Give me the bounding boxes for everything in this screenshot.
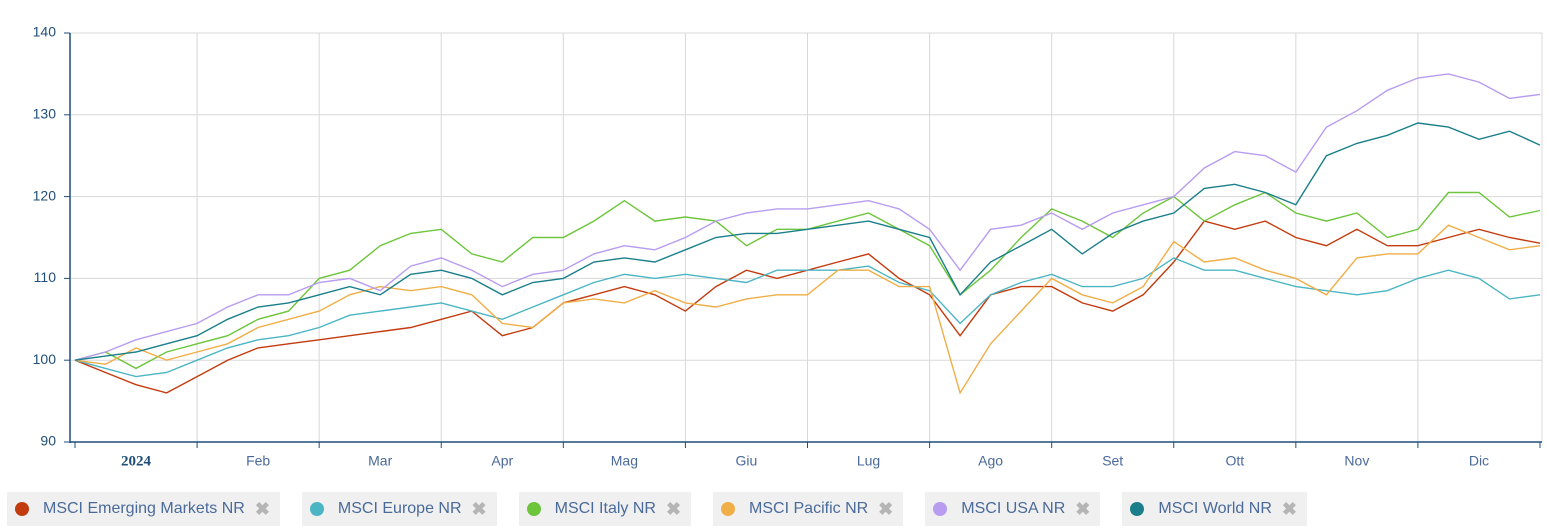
x-tick-label: Giu bbox=[736, 453, 758, 469]
legend-marker bbox=[1130, 502, 1145, 516]
legend-label: MSCI Europe NR bbox=[337, 500, 462, 517]
x-tick-label: Feb bbox=[246, 453, 270, 469]
chart: 90 100 110 120 130 140 2024 Feb Mar Apr Mag Giu Lug A… bbox=[33, 24, 1543, 469]
x-tick-label: Apr bbox=[491, 453, 513, 469]
series-line bbox=[74, 224, 1541, 395]
remove-icon[interactable]: ✖ bbox=[878, 498, 894, 519]
x-tick-label: Mar bbox=[368, 453, 392, 469]
y-tick-label: 140 bbox=[33, 24, 57, 40]
y-tick-label: 130 bbox=[33, 106, 57, 122]
remove-icon[interactable]: ✖ bbox=[1281, 498, 1297, 519]
x-tick-label: Mag bbox=[611, 453, 638, 469]
legend-item[interactable]: MSCI Emerging Markets NR ✖ bbox=[7, 492, 280, 526]
legend-label: MSCI USA NR bbox=[961, 500, 1066, 517]
remove-icon[interactable]: ✖ bbox=[665, 498, 682, 519]
legend-item[interactable]: MSCI Pacific NR ✖ bbox=[713, 492, 904, 526]
x-tick-label: 2024 bbox=[121, 453, 152, 469]
x-tick-label: Nov bbox=[1344, 453, 1369, 469]
legend-marker bbox=[309, 502, 324, 516]
legend-label: MSCI Pacific NR bbox=[749, 500, 869, 517]
remove-icon[interactable]: ✖ bbox=[1075, 498, 1091, 519]
series-line bbox=[74, 73, 1541, 361]
legend-marker bbox=[721, 502, 736, 516]
legend: MSCI Emerging Markets NR ✖ MSCI Europe NR ✖… bbox=[7, 492, 1307, 526]
x-tick-label: Ott bbox=[1225, 453, 1244, 469]
legend-label: MSCI Italy NR bbox=[554, 500, 656, 517]
y-tick-label: 100 bbox=[33, 351, 57, 367]
x-tick-label: Ago bbox=[978, 453, 1003, 469]
remove-icon[interactable]: ✖ bbox=[254, 498, 270, 519]
legend-item[interactable]: MSCI Europe NR ✖ bbox=[301, 492, 497, 526]
remove-icon[interactable]: ✖ bbox=[471, 498, 487, 519]
series-line bbox=[74, 257, 1541, 378]
x-tick-label: Lug bbox=[857, 453, 880, 469]
legend-label: MSCI World NR bbox=[1158, 500, 1272, 517]
legend-item[interactable]: MSCI World NR ✖ bbox=[1122, 492, 1307, 526]
legend-marker bbox=[933, 502, 948, 516]
legend-label: MSCI Emerging Markets NR bbox=[43, 500, 245, 517]
series-line bbox=[74, 122, 1541, 361]
y-tick-label: 120 bbox=[33, 187, 57, 203]
y-tick-label: 90 bbox=[40, 433, 56, 449]
legend-marker bbox=[526, 502, 541, 516]
legend-item[interactable]: MSCI USA NR ✖ bbox=[925, 492, 1101, 526]
y-tick-label: 110 bbox=[34, 269, 57, 285]
legend-marker bbox=[15, 502, 29, 516]
legend-item[interactable]: MSCI Italy NR ✖ bbox=[518, 492, 692, 526]
x-tick-label: Set bbox=[1102, 453, 1123, 469]
x-tick-label: Dic bbox=[1469, 453, 1489, 469]
